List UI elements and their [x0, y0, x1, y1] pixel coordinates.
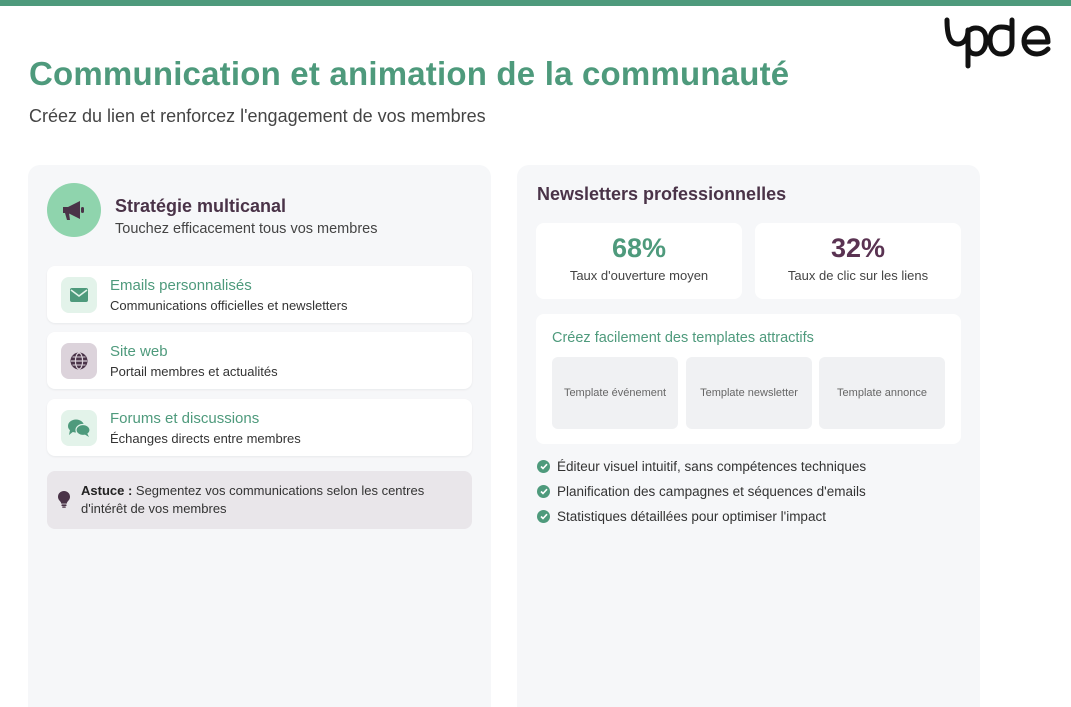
feature-text: Statistiques détaillées pour optimiser l… — [557, 509, 826, 524]
tip-box: Astuce : Segmentez vos communications se… — [47, 471, 472, 529]
channel-name: Emails personnalisés — [110, 277, 252, 294]
stat-value: 32% — [830, 233, 886, 263]
templates-box: Créez facilement des templates attractif… — [536, 314, 961, 444]
channel-item-website[interactable]: Site web Portail membres et actualités — [47, 332, 472, 389]
stat-card-open-rate: 68% Taux d'ouverture moyen — [536, 223, 742, 299]
tip-body: Segmentez vos communications selon les c… — [81, 483, 425, 516]
feature-text: Éditeur visuel intuitif, sans compétence… — [557, 459, 867, 474]
template-card-newsletter[interactable]: Template newsletter — [686, 357, 812, 429]
tip-text: Astuce : Segmentez vos communications se… — [81, 482, 461, 518]
top-accent-bar — [0, 0, 1071, 6]
channel-name: Forums et discussions — [110, 410, 260, 427]
stat-label: Taux d'ouverture moyen — [569, 268, 709, 283]
check-circle-icon — [537, 485, 550, 498]
stat-value: 68% — [611, 233, 667, 263]
brand-logo — [944, 17, 1051, 69]
strategy-subtitle: Touchez efficacement tous vos membres — [115, 221, 378, 237]
channel-item-forums[interactable]: Forums et discussions Échanges directs e… — [47, 399, 472, 456]
check-circle-icon — [537, 460, 550, 473]
newsletters-title: Newsletters professionnelles — [537, 184, 787, 204]
lightbulb-icon — [58, 491, 70, 508]
multichannel-strategy-panel: Stratégie multicanal Touchez efficacemen… — [28, 165, 491, 707]
globe-icon — [61, 343, 97, 379]
envelope-icon — [61, 277, 97, 313]
page-title: Communication et animation de la communa… — [29, 55, 790, 92]
feature-text: Planification des campagnes et séquences… — [557, 484, 866, 499]
check-circle-icon — [537, 510, 550, 523]
channel-desc: Portail membres et actualités — [110, 364, 278, 379]
template-card-announcement[interactable]: Template annonce — [819, 357, 945, 429]
feature-item: Éditeur visuel intuitif, sans compétence… — [537, 459, 866, 474]
page-subtitle: Créez du lien et renforcez l'engagement … — [29, 106, 486, 126]
feature-item: Statistiques détaillées pour optimiser l… — [537, 509, 826, 524]
stat-label: Taux de clic sur les liens — [787, 268, 929, 283]
stat-card-click-rate: 32% Taux de clic sur les liens — [755, 223, 961, 299]
strategy-title: Stratégie multicanal — [115, 196, 287, 216]
channel-item-emails[interactable]: Emails personnalisés Communications offi… — [47, 266, 472, 323]
template-card-event[interactable]: Template événement — [552, 357, 678, 429]
newsletters-panel: Newsletters professionnelles 68% Taux d'… — [517, 165, 980, 707]
channel-desc: Communications officielles et newsletter… — [110, 298, 348, 313]
channel-name: Site web — [110, 343, 168, 360]
tip-label: Astuce : — [81, 483, 133, 498]
megaphone-icon — [47, 183, 101, 237]
feature-item: Planification des campagnes et séquences… — [537, 484, 866, 499]
chat-bubbles-icon — [61, 410, 97, 446]
channel-desc: Échanges directs entre membres — [110, 431, 301, 446]
templates-heading: Créez facilement des templates attractif… — [552, 330, 814, 346]
